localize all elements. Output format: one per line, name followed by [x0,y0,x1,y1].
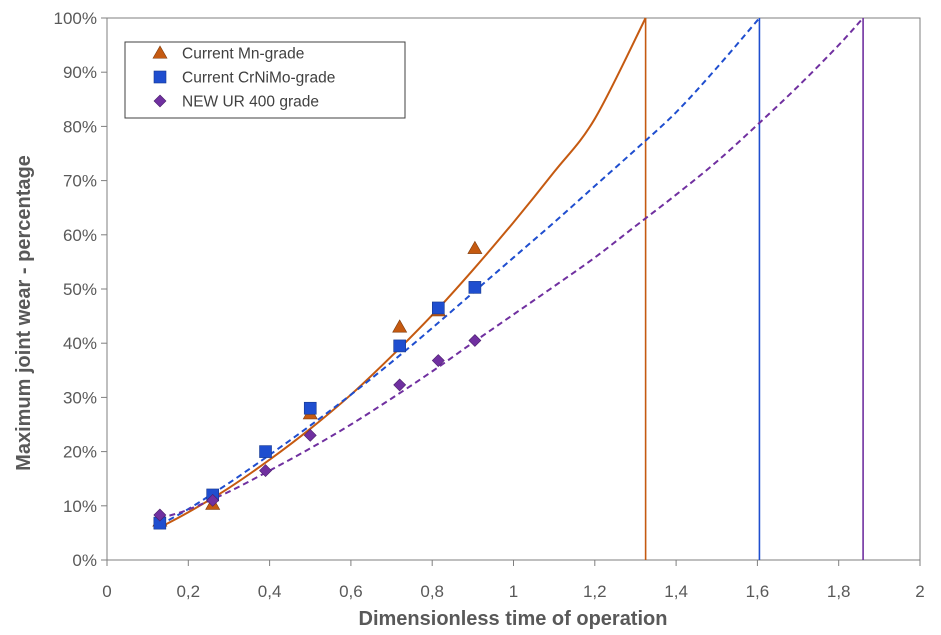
ur400-data-point [206,493,220,507]
legend-box [124,41,406,119]
legend-marker-ur400 [153,94,167,108]
x-tick-label: 0,2 [176,582,200,601]
crnimo-data-point [303,401,317,415]
y-tick-label: 80% [63,117,97,136]
y-axis-ticks: 0% 10% 20% 30% 40% 50% 60% 70% 80% 90% 100% [54,9,107,570]
ur400-data-point [259,464,272,477]
y-tick-label: 40% [63,334,97,353]
y-tick-label: 50% [63,280,97,299]
ur400-data-point [303,428,317,442]
x-tick-label: 1,4 [664,582,688,601]
y-axis-title: Maximum joint wear - percentage [13,155,35,471]
crnimo-trend-line [159,17,761,526]
legend-marker-crnimo [153,70,167,84]
x-tick-label: 0,6 [339,582,363,601]
crnimo-data-point [393,339,406,353]
y-tick-label: 0% [72,551,97,570]
y-tick-label: 30% [63,388,97,407]
x-tick-label: 1,6 [746,582,770,601]
crnimo-data-point [259,445,272,458]
y-tick-label: 10% [63,497,97,516]
mn-data-point [467,240,483,254]
y-tick-label: 90% [63,63,97,82]
y-tick-label: 20% [63,443,97,462]
ur400-data-point [393,378,407,392]
x-tick-label: 1,8 [827,582,851,601]
threshold-lines [644,18,864,560]
x-tick-label: 0,8 [420,582,444,601]
data-markers [152,240,483,530]
crnimo-data-point [468,281,482,294]
ur400-data-point [468,334,482,347]
y-tick-label: 70% [63,172,97,191]
ur400-data-point [153,508,167,522]
x-tick-label: 2 [915,582,924,601]
y-tick-label: 60% [63,226,97,245]
mn-data-point [392,319,408,333]
y-tick-label: 100% [54,9,97,28]
x-tick-label: 1 [509,582,518,601]
x-tick-label: 0 [102,582,111,601]
crnimo-data-point [431,301,445,315]
legend: Current Mn-grade Current CrNiMo-grade NEW … [124,41,406,119]
legend-label-crnimo: Current CrNiMo-grade [182,70,335,87]
x-tick-label: 0,4 [258,582,282,601]
x-axis-ticks: 0 0,2 0,4 0,6 0,8 1 1,2 1,4 1,6 1,8 2 [102,560,925,601]
ur400-data-point [431,354,445,367]
legend-label-mn: Current Mn-grade [182,46,304,63]
legend-marker-mn [152,45,168,59]
x-tick-label: 1,2 [583,582,607,601]
legend-label-ur400: NEW UR 400 grade [182,94,319,111]
x-axis-title: Dimensionless time of operation [359,608,668,630]
